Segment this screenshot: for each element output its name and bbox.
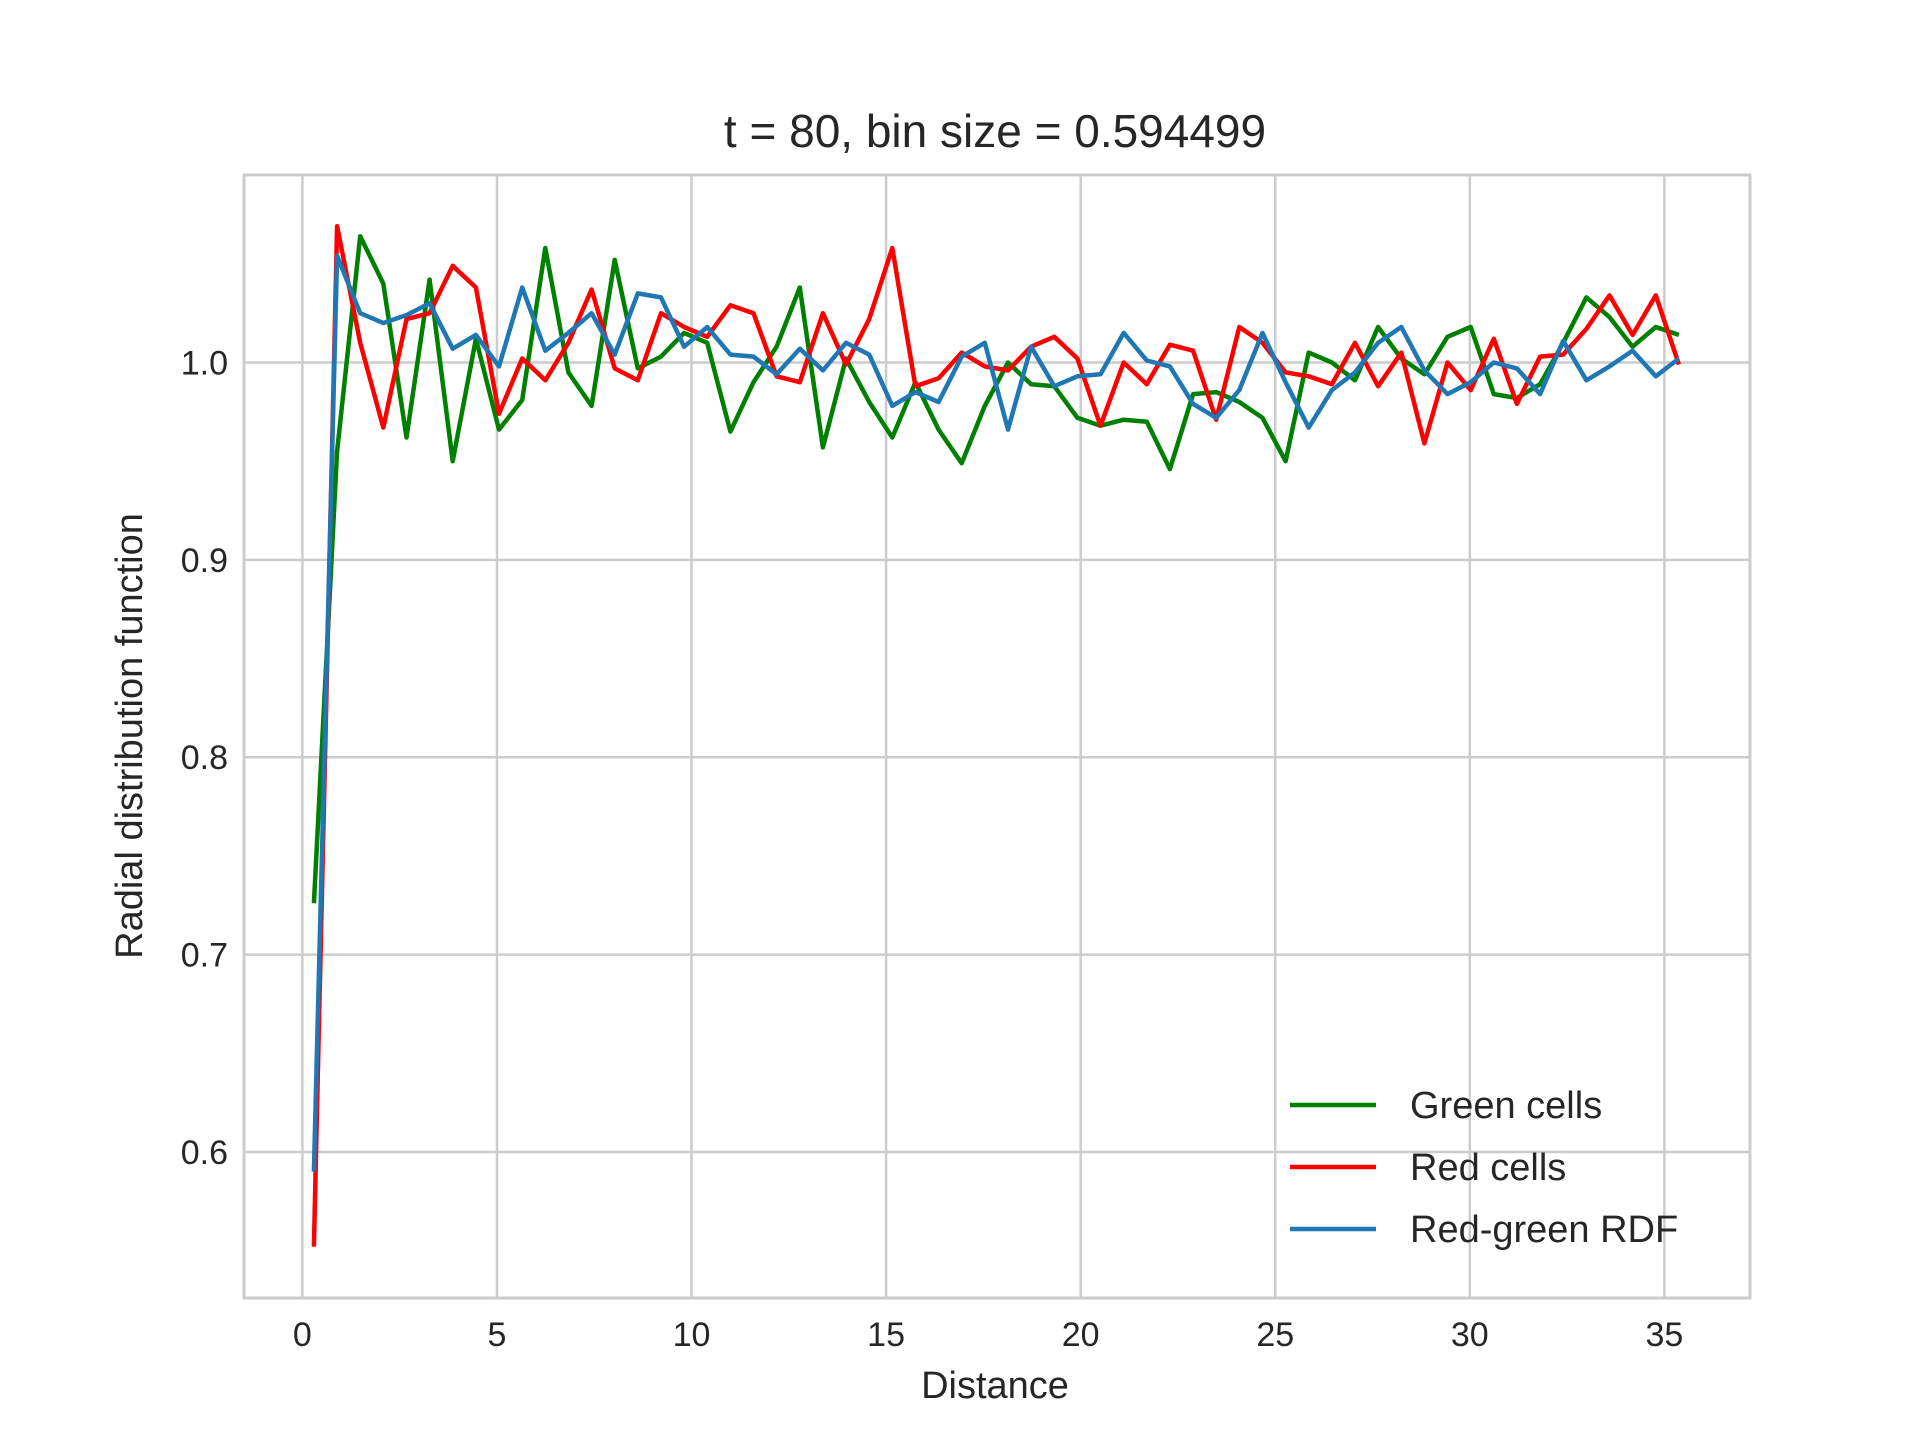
legend-label-green-cells: Green cells [1410, 1085, 1602, 1127]
legend: Green cells Red cells Red-green RDF [1290, 1085, 1678, 1251]
x-axis-label: Distance [921, 1365, 1069, 1407]
series-line-green-cells [311, 233, 1680, 904]
y-tick-label: 0.6 [181, 1134, 228, 1172]
legend-label-red-green-rdf: Red-green RDF [1410, 1209, 1678, 1251]
x-tick-label: 35 [1645, 1316, 1683, 1354]
y-tick-label: 1.0 [181, 344, 228, 382]
y-axis-ticks: 0.6 0.7 0.8 0.9 1.0 [181, 344, 228, 1171]
chart-title: t = 80, bin size = 0.594499 [724, 105, 1266, 157]
x-tick-label: 30 [1451, 1316, 1489, 1354]
x-tick-label: 20 [1062, 1316, 1100, 1354]
x-tick-label: 15 [867, 1316, 905, 1354]
x-tick-label: 25 [1256, 1316, 1294, 1354]
series-layer [311, 224, 1682, 1247]
x-tick-label: 0 [293, 1316, 312, 1354]
x-tick-label: 5 [487, 1316, 506, 1354]
series-line-red-green-rdf [311, 253, 1681, 1172]
y-tick-label: 0.9 [181, 542, 228, 580]
series-line-red-cells [311, 224, 1682, 1247]
x-tick-label: 10 [673, 1316, 711, 1354]
y-tick-label: 0.8 [181, 739, 228, 777]
x-axis-ticks: 0 5 10 15 20 25 30 35 [293, 1316, 1683, 1354]
grid [244, 175, 1750, 1298]
plot-frame [242, 173, 1752, 1300]
y-axis-label: Radial distribution function [109, 513, 151, 959]
legend-label-red-cells: Red cells [1410, 1147, 1566, 1189]
y-tick-label: 0.7 [181, 937, 228, 975]
